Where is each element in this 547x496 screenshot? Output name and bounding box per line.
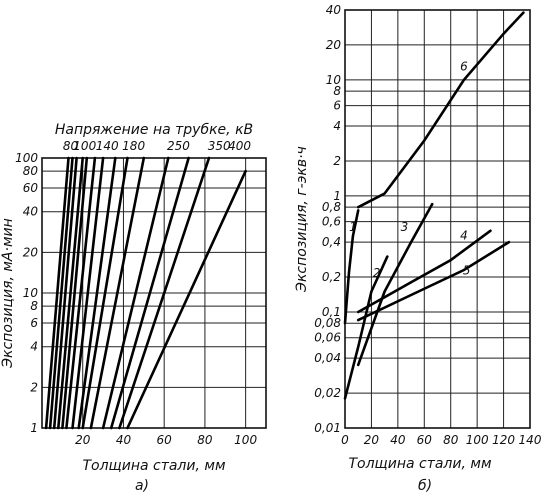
series-line-90 bbox=[57, 156, 84, 430]
y-tick-label: 2 bbox=[333, 154, 341, 168]
y-tick-label: 8 bbox=[30, 299, 38, 313]
chart-a-x-tick-labels: 20 40 60 80 100 bbox=[75, 433, 257, 447]
y-tick-label: 40 bbox=[23, 205, 39, 219]
y-tick-label: 0,06 bbox=[314, 331, 341, 345]
series-line-5 bbox=[356, 240, 511, 322]
series-line-180 bbox=[81, 156, 129, 430]
chart-a-frame bbox=[41, 157, 267, 429]
chart-b-x-axis-label: Толщина стали, мм bbox=[348, 456, 491, 472]
x-tick-label: 40 bbox=[390, 433, 406, 447]
series-line-300 bbox=[109, 156, 190, 430]
top-tick-label: 140 bbox=[96, 139, 119, 153]
x-tick-label: 100 bbox=[466, 433, 489, 447]
chart-a-curves bbox=[44, 156, 247, 430]
chart-b-curves bbox=[343, 11, 525, 400]
top-tick-label: 180 bbox=[122, 139, 145, 153]
series-line-80 bbox=[52, 156, 78, 430]
series-line-160 bbox=[77, 156, 117, 430]
series-line-350 bbox=[118, 156, 211, 430]
x-tick-label: 80 bbox=[197, 433, 213, 447]
top-tick-label: 80 bbox=[63, 139, 79, 153]
x-tick-label: 40 bbox=[116, 433, 132, 447]
y-tick-label: 8 bbox=[333, 84, 341, 98]
y-tick-label: 2 bbox=[30, 380, 38, 394]
chart-a-y-axis-label: Экспозиция, мА·мин bbox=[0, 218, 16, 369]
curve-label-4: 4 bbox=[460, 229, 468, 243]
y-tick-label: 0,6 bbox=[322, 215, 341, 229]
top-tick-label: 350 bbox=[208, 139, 231, 153]
series-line-2 bbox=[343, 255, 389, 400]
y-tick-label: 4 bbox=[333, 119, 341, 133]
x-tick-label: 0 bbox=[341, 433, 349, 447]
x-tick-label: 120 bbox=[492, 433, 515, 447]
series-line-60 bbox=[44, 156, 70, 430]
y-tick-label: 10 bbox=[326, 73, 342, 87]
series-line-4 bbox=[356, 229, 492, 314]
series-line-6 bbox=[356, 11, 525, 209]
curve-label-3: 3 bbox=[401, 220, 409, 234]
x-tick-label: 60 bbox=[157, 433, 173, 447]
chart-b-x-tick-labels: 0 20 40 60 80 100 120 140 bbox=[341, 433, 542, 447]
chart-b-frame bbox=[344, 9, 531, 429]
curve-label-2: 2 bbox=[373, 266, 381, 280]
y-tick-label: 4 bbox=[30, 340, 38, 354]
series-line-3 bbox=[356, 202, 434, 367]
y-tick-label: 6 bbox=[30, 316, 38, 330]
chart-a-title: Напряжение на трубке, кВ bbox=[55, 122, 253, 138]
y-tick-label: 1 bbox=[333, 189, 341, 203]
y-tick-label: 0,04 bbox=[314, 351, 341, 365]
curve-label-1: 1 bbox=[349, 220, 357, 234]
series-line-100 bbox=[61, 156, 89, 430]
curve-label-6: 6 bbox=[460, 60, 468, 74]
y-tick-label: 20 bbox=[326, 38, 342, 52]
top-tick-label: 400 bbox=[228, 139, 251, 153]
chart-b-panel-label: б) bbox=[418, 478, 432, 494]
y-tick-label: 40 bbox=[326, 3, 342, 17]
y-tick-label: 0,08 bbox=[314, 316, 341, 330]
y-tick-label: 0,2 bbox=[322, 270, 341, 284]
chart-a-panel-label: а) bbox=[135, 478, 149, 494]
y-tick-label: 60 bbox=[23, 181, 39, 195]
chart-a-x-axis-label: Толщина стали, мм bbox=[82, 458, 225, 474]
y-tick-label: 0,4 bbox=[322, 235, 341, 249]
chart-b-curve-labels: 1 2 3 4 5 6 bbox=[349, 60, 470, 280]
top-tick-label: 100 bbox=[73, 139, 96, 153]
x-tick-label: 20 bbox=[75, 433, 91, 447]
y-tick-label: 0,8 bbox=[322, 200, 341, 214]
x-tick-label: 140 bbox=[519, 433, 542, 447]
y-tick-label: 0,01 bbox=[314, 421, 341, 435]
y-tick-label: 80 bbox=[23, 164, 39, 178]
series-line-400 bbox=[126, 169, 247, 430]
chart-b-grid bbox=[344, 9, 531, 429]
y-tick-label: 0,02 bbox=[314, 386, 341, 400]
curve-label-5: 5 bbox=[463, 264, 471, 278]
x-tick-label: 60 bbox=[417, 433, 433, 447]
series-line-120 bbox=[65, 156, 97, 430]
y-tick-label: 0,1 bbox=[322, 305, 341, 319]
y-tick-label: 100 bbox=[15, 151, 38, 165]
x-tick-label: 20 bbox=[364, 433, 380, 447]
series-line-140 bbox=[71, 156, 105, 430]
y-tick-label: 10 bbox=[23, 286, 39, 300]
y-tick-label: 6 bbox=[333, 99, 341, 113]
x-tick-label: 80 bbox=[443, 433, 459, 447]
chart-b-y-tick-labels: 0,01 0,02 0,04 0,060,080,1 0,2 0,4 0,60,81 2 4 68… bbox=[314, 3, 341, 435]
chart-b-y-axis-label: Экспозиция, г-экв·ч bbox=[294, 146, 310, 293]
series-line-1 bbox=[343, 209, 360, 325]
series-line-250 bbox=[101, 156, 170, 430]
y-tick-label: 20 bbox=[23, 245, 39, 259]
series-line-70 bbox=[48, 156, 74, 430]
y-tick-label: 1 bbox=[30, 421, 38, 435]
x-tick-label: 100 bbox=[234, 433, 257, 447]
top-tick-label: 250 bbox=[167, 139, 190, 153]
series-line-200 bbox=[89, 156, 146, 430]
